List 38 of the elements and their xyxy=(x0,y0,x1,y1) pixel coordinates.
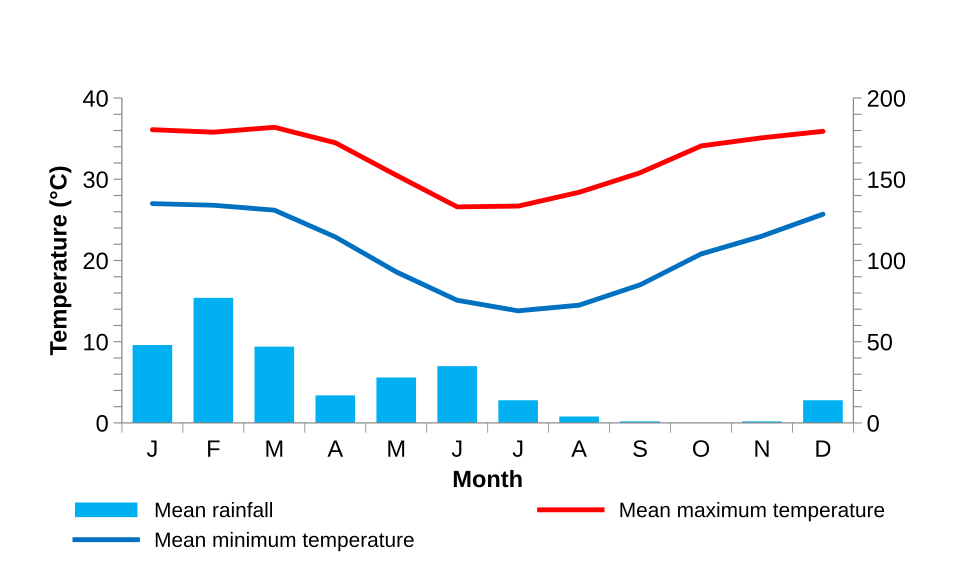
x-tick-label: M xyxy=(388,440,404,457)
y-axis-title: Temperature (°C) xyxy=(49,166,72,356)
y-tick-label: 10 xyxy=(84,334,108,351)
line-series xyxy=(150,124,826,210)
legend-label: Mean minimum temperature xyxy=(156,532,414,552)
y2-tick-label: 200 xyxy=(868,90,906,107)
bar xyxy=(132,344,172,423)
x-axis-title: Month xyxy=(454,470,522,488)
legend-label: Mean maximum temperature xyxy=(620,502,884,522)
bar xyxy=(376,377,416,423)
y-tick-label: 40 xyxy=(83,90,108,107)
y2-tick-label: 100 xyxy=(868,252,906,270)
line-series xyxy=(150,201,826,314)
x-tick-label: A xyxy=(327,440,344,457)
y-tick-label: 20 xyxy=(84,252,108,270)
x-tick-label: S xyxy=(633,440,647,457)
bar xyxy=(254,346,294,423)
y-tick-label: 30 xyxy=(83,171,108,188)
y2-tick-label: 50 xyxy=(868,334,892,351)
y2-tick-label: 150 xyxy=(868,171,906,188)
bar xyxy=(498,400,538,423)
bar xyxy=(437,366,478,423)
x-tick-label: F xyxy=(208,440,220,457)
bar xyxy=(315,395,356,423)
y2-tick-label: 0 xyxy=(868,415,879,432)
x-tick-label: J xyxy=(512,440,522,457)
x-tick-label: J xyxy=(452,440,462,457)
legend-label: Mean rainfall xyxy=(156,502,272,518)
x-tick-label: A xyxy=(571,440,587,457)
bar xyxy=(194,298,234,423)
x-tick-label: D xyxy=(816,440,830,457)
bar xyxy=(559,416,599,423)
x-tick-label: O xyxy=(692,440,710,457)
x-tick-label: J xyxy=(146,440,157,457)
y-tick-label: 0 xyxy=(96,415,108,432)
x-tick-label: M xyxy=(266,440,282,457)
x-tick-label: N xyxy=(755,440,769,457)
bar xyxy=(803,400,843,423)
